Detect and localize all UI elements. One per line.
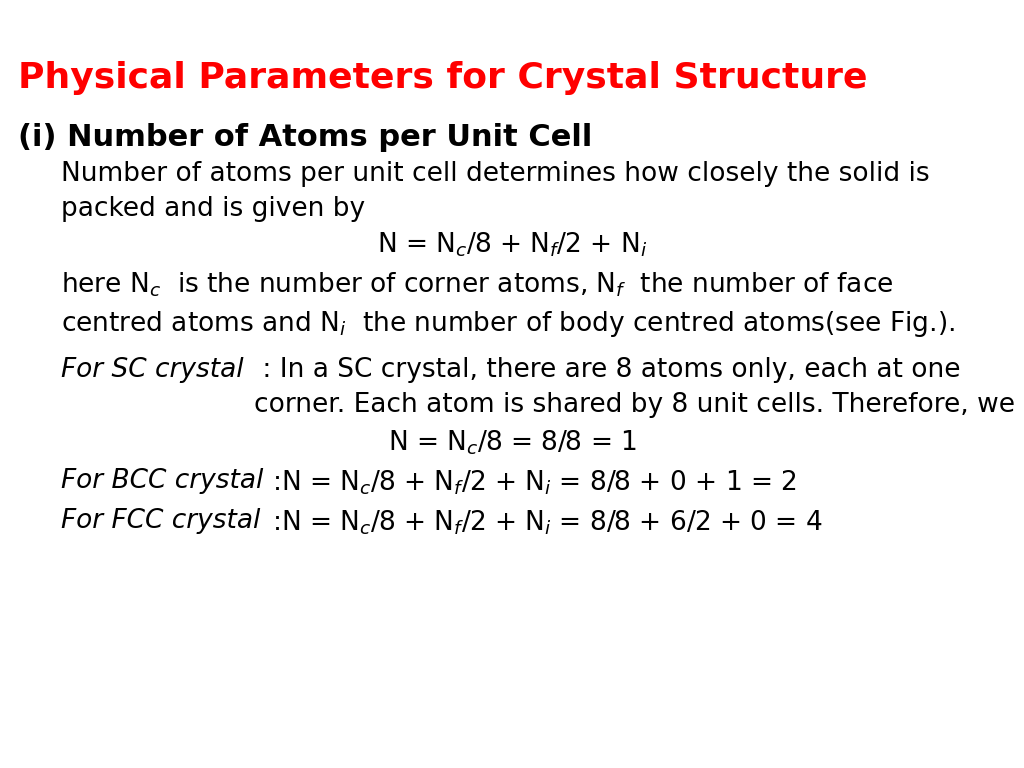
Text: N = N$_c$/8 + N$_f$/2 + N$_i$: N = N$_c$/8 + N$_f$/2 + N$_i$ [377, 230, 647, 259]
Text: N = N$_c$/8 = 8/8 = 1: N = N$_c$/8 = 8/8 = 1 [387, 429, 637, 457]
Text: :N = N$_c$/8 + N$_f$/2 + N$_i$ = 8/8 + 6/2 + 0 = 4: :N = N$_c$/8 + N$_f$/2 + N$_i$ = 8/8 + 6… [264, 508, 823, 537]
Text: For SC crystal: For SC crystal [61, 357, 244, 383]
Text: :N = N$_c$/8 + N$_f$/2 + N$_i$ = 8/8 + 0 + 1 = 2: :N = N$_c$/8 + N$_f$/2 + N$_i$ = 8/8 + 0… [264, 468, 797, 497]
Text: Number of atoms per unit cell determines how closely the solid is
packed and is : Number of atoms per unit cell determines… [61, 161, 930, 222]
Text: (i) Number of Atoms per Unit Cell: (i) Number of Atoms per Unit Cell [18, 123, 593, 152]
Text: For FCC crystal: For FCC crystal [61, 508, 261, 535]
Text: For BCC crystal: For BCC crystal [61, 468, 264, 495]
Text: Physical Parameters for Crystal Structure: Physical Parameters for Crystal Structur… [18, 61, 868, 95]
Text: : In a SC crystal, there are 8 atoms only, each at one
corner. Each atom is shar: : In a SC crystal, there are 8 atoms onl… [254, 357, 1024, 418]
Text: here N$_c$  is the number of corner atoms, N$_f$  the number of face
centred ato: here N$_c$ is the number of corner atoms… [61, 270, 955, 339]
